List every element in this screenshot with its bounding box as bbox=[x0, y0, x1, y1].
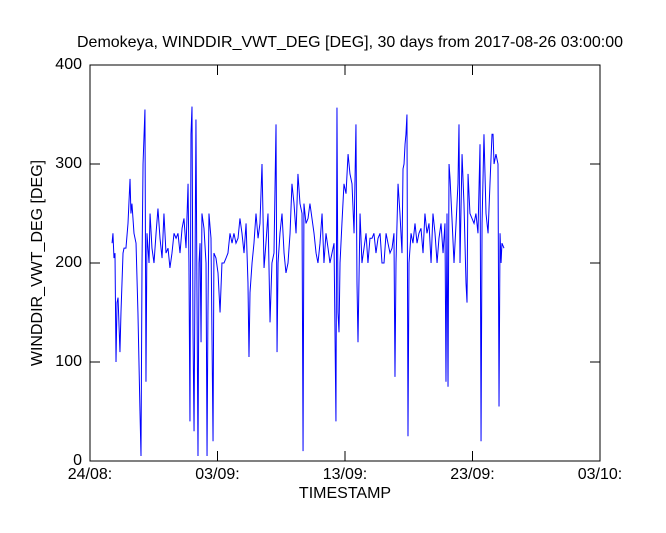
data-line bbox=[111, 106, 505, 457]
y-tick-label: 100 bbox=[55, 353, 82, 370]
x-tick-label: 23/09: bbox=[450, 466, 494, 483]
x-tick-label: 13/09: bbox=[323, 466, 367, 483]
chart-title: Demokeya, WINDDIR_VWT_DEG [DEG], 30 days… bbox=[77, 34, 623, 51]
x-tick-label: 03/09: bbox=[195, 466, 239, 483]
y-tick-label: 400 bbox=[55, 56, 82, 73]
x-tick-label: 24/08: bbox=[68, 466, 112, 483]
x-tick-label: 03/10: bbox=[578, 466, 622, 483]
y-tick-label: 0 bbox=[73, 452, 82, 469]
y-tick-label: 200 bbox=[55, 254, 82, 271]
y-tick-label: 300 bbox=[55, 155, 82, 172]
plot-frame bbox=[89, 64, 601, 462]
x-axis-label: TIMESTAMP bbox=[299, 485, 391, 502]
y-axis-label: WINDDIR_VWT_DEG [DEG] bbox=[29, 160, 46, 366]
